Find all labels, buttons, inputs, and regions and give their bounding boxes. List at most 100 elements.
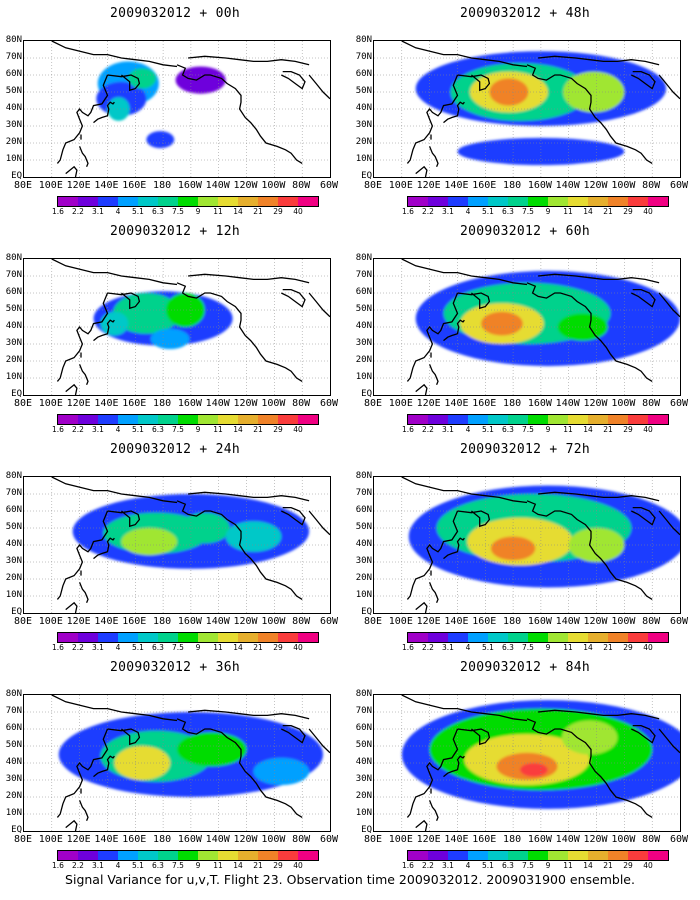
panel-title: 2009032012 + 36h [109, 660, 241, 675]
colorbar-label: 40 [293, 643, 303, 652]
longitude-label: 120E [66, 398, 91, 409]
colorbar-label: 14 [233, 425, 243, 434]
colorbar-swatch [58, 197, 78, 206]
colorbar-swatch [628, 415, 648, 424]
longitude-label: 80W [292, 180, 311, 191]
colorbar-swatch [428, 197, 448, 206]
colorbar-label: 1.6 [52, 207, 64, 216]
colorbar-labels: 1.6 2.2 3.1 4 5.1 6.3 7.5 9 11 14 21 29 40 [52, 425, 317, 434]
latitude-label: 60N [355, 723, 372, 733]
coastline [56, 74, 109, 164]
coastline [308, 728, 330, 754]
coastline [658, 510, 680, 536]
longitude-label: 60W [669, 398, 689, 409]
colorbar-swatch [488, 633, 508, 642]
longitude-label: 120E [66, 616, 91, 627]
colorbar-label: 7.5 [172, 207, 184, 216]
colorbar-label: 29 [623, 425, 633, 434]
colorbar-swatch [218, 415, 238, 424]
colorbar-label: 3.1 [92, 861, 104, 870]
colorbar-swatch [428, 851, 448, 860]
colorbar-labels: 1.6 2.2 3.1 4 5.1 6.3 7.5 9 11 14 21 29 40 [402, 861, 667, 870]
colorbar-swatch [628, 197, 648, 206]
longitude-label: 60W [319, 616, 339, 627]
variance-field-map [24, 41, 330, 177]
longitude-axis: 80E 100E 120E 140E 160E 180 160W 140W 120W 100W 80… [10, 398, 340, 410]
colorbar-swatch [218, 633, 238, 642]
coastline [78, 800, 89, 822]
map-panel: 2009032012 + 60h 80N 70N 60N 50N 40N 30N 20N 10N… [350, 218, 700, 434]
coastline [443, 537, 465, 560]
longitude-label: 80E [363, 180, 383, 191]
colorbar-label: 6.3 [152, 643, 164, 652]
colorbar-swatch [258, 197, 278, 206]
coastline [78, 582, 89, 604]
coastline [538, 491, 660, 502]
map-plot-area [373, 476, 681, 614]
colorbar-label: 14 [583, 425, 593, 434]
longitude-label: 120E [66, 180, 91, 191]
longitude-label: 140E [444, 180, 469, 191]
latitude-label: 80N [5, 35, 22, 45]
panel-title: 2009032012 + 12h [109, 224, 241, 239]
colorbar-label: 2.2 [422, 861, 434, 870]
coastline [401, 259, 528, 286]
longitude-label: 120W [233, 834, 258, 845]
colorbar-label: 4 [465, 643, 471, 652]
longitude-label: 80E [13, 834, 33, 845]
latitude-label: 80N [5, 689, 22, 699]
longitude-label: 100W [611, 398, 636, 409]
colorbar-swatch [568, 197, 588, 206]
colorbar [57, 632, 319, 643]
colorbar-swatch [98, 851, 118, 860]
coastline [631, 288, 656, 308]
longitude-label: 140E [94, 180, 119, 191]
colorbar-label: 5.1 [132, 425, 144, 434]
colorbar-swatch [408, 197, 428, 206]
coastline [526, 500, 653, 600]
colorbar-label: 3.1 [92, 207, 104, 216]
latitude-label: 10N [355, 154, 372, 164]
colorbar-swatch [508, 415, 528, 424]
longitude-label: 180 [503, 616, 522, 627]
coastline [406, 510, 459, 600]
variance-contour [481, 311, 523, 336]
longitude-label: 140W [555, 616, 580, 627]
longitude-label: 180 [503, 834, 522, 845]
latitude-label: 20N [355, 791, 372, 801]
longitude-label: 180 [153, 398, 172, 409]
colorbar [407, 196, 669, 207]
colorbar-label: 29 [623, 861, 633, 870]
longitude-label: 80E [13, 180, 33, 191]
latitude-label: 70N [5, 706, 22, 716]
coastline [658, 292, 680, 318]
coastline [56, 728, 109, 818]
colorbar-label: 14 [233, 643, 243, 652]
colorbar-label: 7.5 [522, 207, 534, 216]
variance-contour [489, 78, 529, 106]
latitude-label: EQ [11, 825, 22, 835]
colorbar-label: 2.2 [72, 425, 84, 434]
colorbar-label: 4 [465, 425, 471, 434]
colorbar-label: 3.1 [92, 643, 104, 652]
colorbar-swatch [448, 197, 468, 206]
colorbar-swatch [238, 633, 258, 642]
colorbar-label: 2.2 [422, 425, 434, 434]
variance-contour [253, 757, 310, 786]
colorbar-label: 7.5 [522, 861, 534, 870]
variance-contour [561, 720, 618, 755]
longitude-label: 160W [527, 180, 552, 191]
colorbar-swatch [568, 851, 588, 860]
colorbar-label: 1.6 [52, 425, 64, 434]
variance-field-map [374, 695, 680, 831]
variance-field-map [374, 259, 680, 395]
colorbar-swatch [408, 633, 428, 642]
latitude-label: EQ [11, 171, 22, 181]
latitude-label: 70N [355, 706, 372, 716]
longitude-label: 140W [205, 180, 230, 191]
latitude-label: 20N [355, 355, 372, 365]
colorbar-swatch [588, 851, 608, 860]
variance-contour [175, 66, 226, 94]
colorbar-swatch [298, 633, 318, 642]
colorbar-swatch [138, 415, 158, 424]
